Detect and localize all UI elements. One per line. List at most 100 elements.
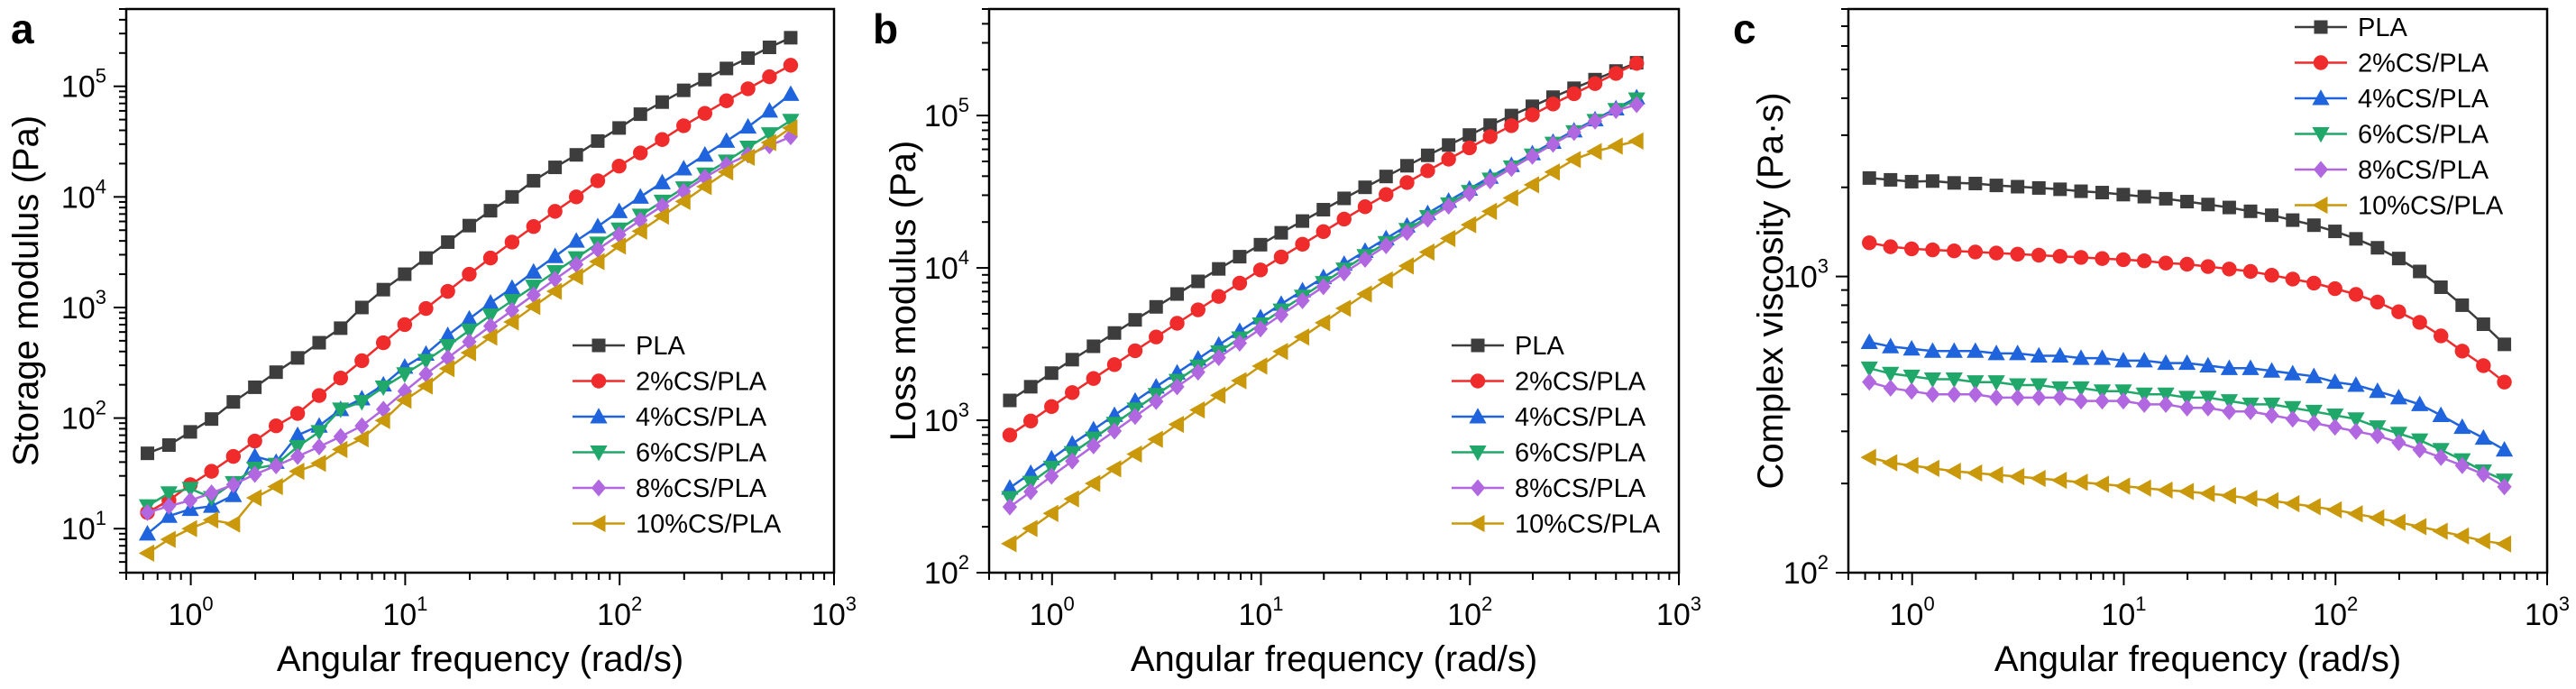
data-point (2326, 372, 2344, 390)
data-point (2412, 315, 2427, 330)
data-point (1587, 112, 1603, 130)
data-point (418, 300, 434, 317)
data-point (1107, 326, 1122, 340)
data-point (568, 189, 584, 205)
data-point (548, 161, 563, 175)
data-point (1439, 229, 1456, 248)
data-point (2157, 387, 2175, 404)
data-point (1358, 180, 1372, 195)
data-point (181, 519, 197, 537)
legend-entry-8pctcs-pla: 8%CS/PLA (2295, 156, 2489, 185)
data-point (269, 418, 284, 434)
data-point (2453, 527, 2470, 545)
data-point (310, 455, 326, 473)
data-point (269, 457, 284, 475)
data-point (333, 371, 349, 386)
data-point (1627, 132, 1644, 151)
legend-entry-2pctcs-pla: 2%CS/PLA (2295, 50, 2489, 78)
x-tick-label: 103 (1656, 593, 1701, 632)
data-point (1337, 191, 1352, 206)
data-point (760, 102, 779, 118)
data-point (2370, 241, 2385, 255)
data-point (1399, 159, 1414, 173)
data-point (738, 117, 757, 134)
data-point (1628, 56, 1645, 71)
data-point (289, 447, 306, 465)
data-point (1925, 174, 1939, 188)
data-point (1420, 148, 1435, 162)
data-point (1085, 474, 1101, 492)
data-point (1966, 464, 1983, 482)
data-point (2411, 395, 2429, 411)
data-point (2051, 346, 2069, 363)
data-point (2222, 402, 2237, 420)
data-point (653, 173, 672, 189)
data-point (567, 268, 583, 286)
data-point (1545, 96, 1561, 112)
data-point (225, 475, 241, 493)
data-point (1314, 314, 1331, 332)
data-point (2179, 399, 2195, 417)
data-point (354, 417, 370, 435)
data-point (397, 317, 413, 333)
data-point (591, 133, 605, 148)
data-point (1860, 448, 1876, 466)
legend: PLA 2%CS/PLA 4%CS/PLA 6%CS/PLA 8%CS/PLA 10%CS… (573, 332, 782, 539)
data-point (160, 486, 178, 502)
data-point (2180, 195, 2195, 209)
data-point (2137, 189, 2151, 204)
data-point (1086, 436, 1101, 455)
data-point (2179, 256, 2195, 272)
legend-label: 8%CS/PLA (636, 474, 767, 503)
data-point (1862, 234, 1877, 251)
legend-label: 2%CS/PLA (2358, 50, 2489, 78)
data-point (1044, 467, 1059, 485)
data-point (1022, 519, 1038, 537)
data-point (1504, 118, 1519, 133)
data-point (269, 365, 283, 380)
data-point (183, 425, 197, 439)
legend-marker (2312, 196, 2328, 215)
legend-label: 4%CS/PLA (2358, 85, 2489, 114)
legend-marker (1469, 514, 1485, 533)
data-point (2053, 182, 2067, 197)
data-point (1441, 198, 1456, 216)
data-point (1293, 328, 1310, 346)
data-point (1525, 147, 1540, 165)
x-tick-label: 100 (1030, 593, 1075, 632)
data-point (569, 148, 583, 162)
series-10pctcs-pla (138, 119, 798, 563)
y-tick-label: 105 (61, 65, 106, 105)
legend-marker (2313, 161, 2329, 179)
data-point (2137, 395, 2152, 413)
legend-marker (1471, 338, 1485, 353)
data-point (1442, 138, 1456, 152)
data-point (417, 377, 433, 395)
data-point (2220, 486, 2236, 505)
data-point (2325, 501, 2342, 519)
data-point (2052, 248, 2067, 264)
data-point (2410, 518, 2427, 536)
legend-label: 10%CS/PLA (636, 510, 782, 539)
data-point (2454, 456, 2470, 474)
data-point (2262, 397, 2281, 414)
data-point (2369, 509, 2385, 527)
data-point (633, 145, 648, 161)
legend-label: PLA (1515, 332, 1564, 361)
data-point (1273, 249, 1289, 265)
data-point (2327, 280, 2342, 297)
data-point (2495, 535, 2512, 553)
data-point (1925, 385, 1940, 403)
data-point (2389, 513, 2406, 531)
data-point (2030, 346, 2048, 363)
data-point (2348, 422, 2364, 440)
data-point (334, 321, 348, 335)
data-point (2432, 522, 2448, 540)
x-axis-label: Angular frequency (rad/s) (1131, 639, 1537, 679)
legend-entry-8pctcs-pla: 8%CS/PLA (1452, 474, 1646, 503)
data-point (2072, 473, 2088, 491)
data-point (2220, 394, 2239, 410)
data-point (2497, 478, 2512, 496)
data-point (1399, 175, 1415, 190)
data-point (1334, 299, 1352, 317)
